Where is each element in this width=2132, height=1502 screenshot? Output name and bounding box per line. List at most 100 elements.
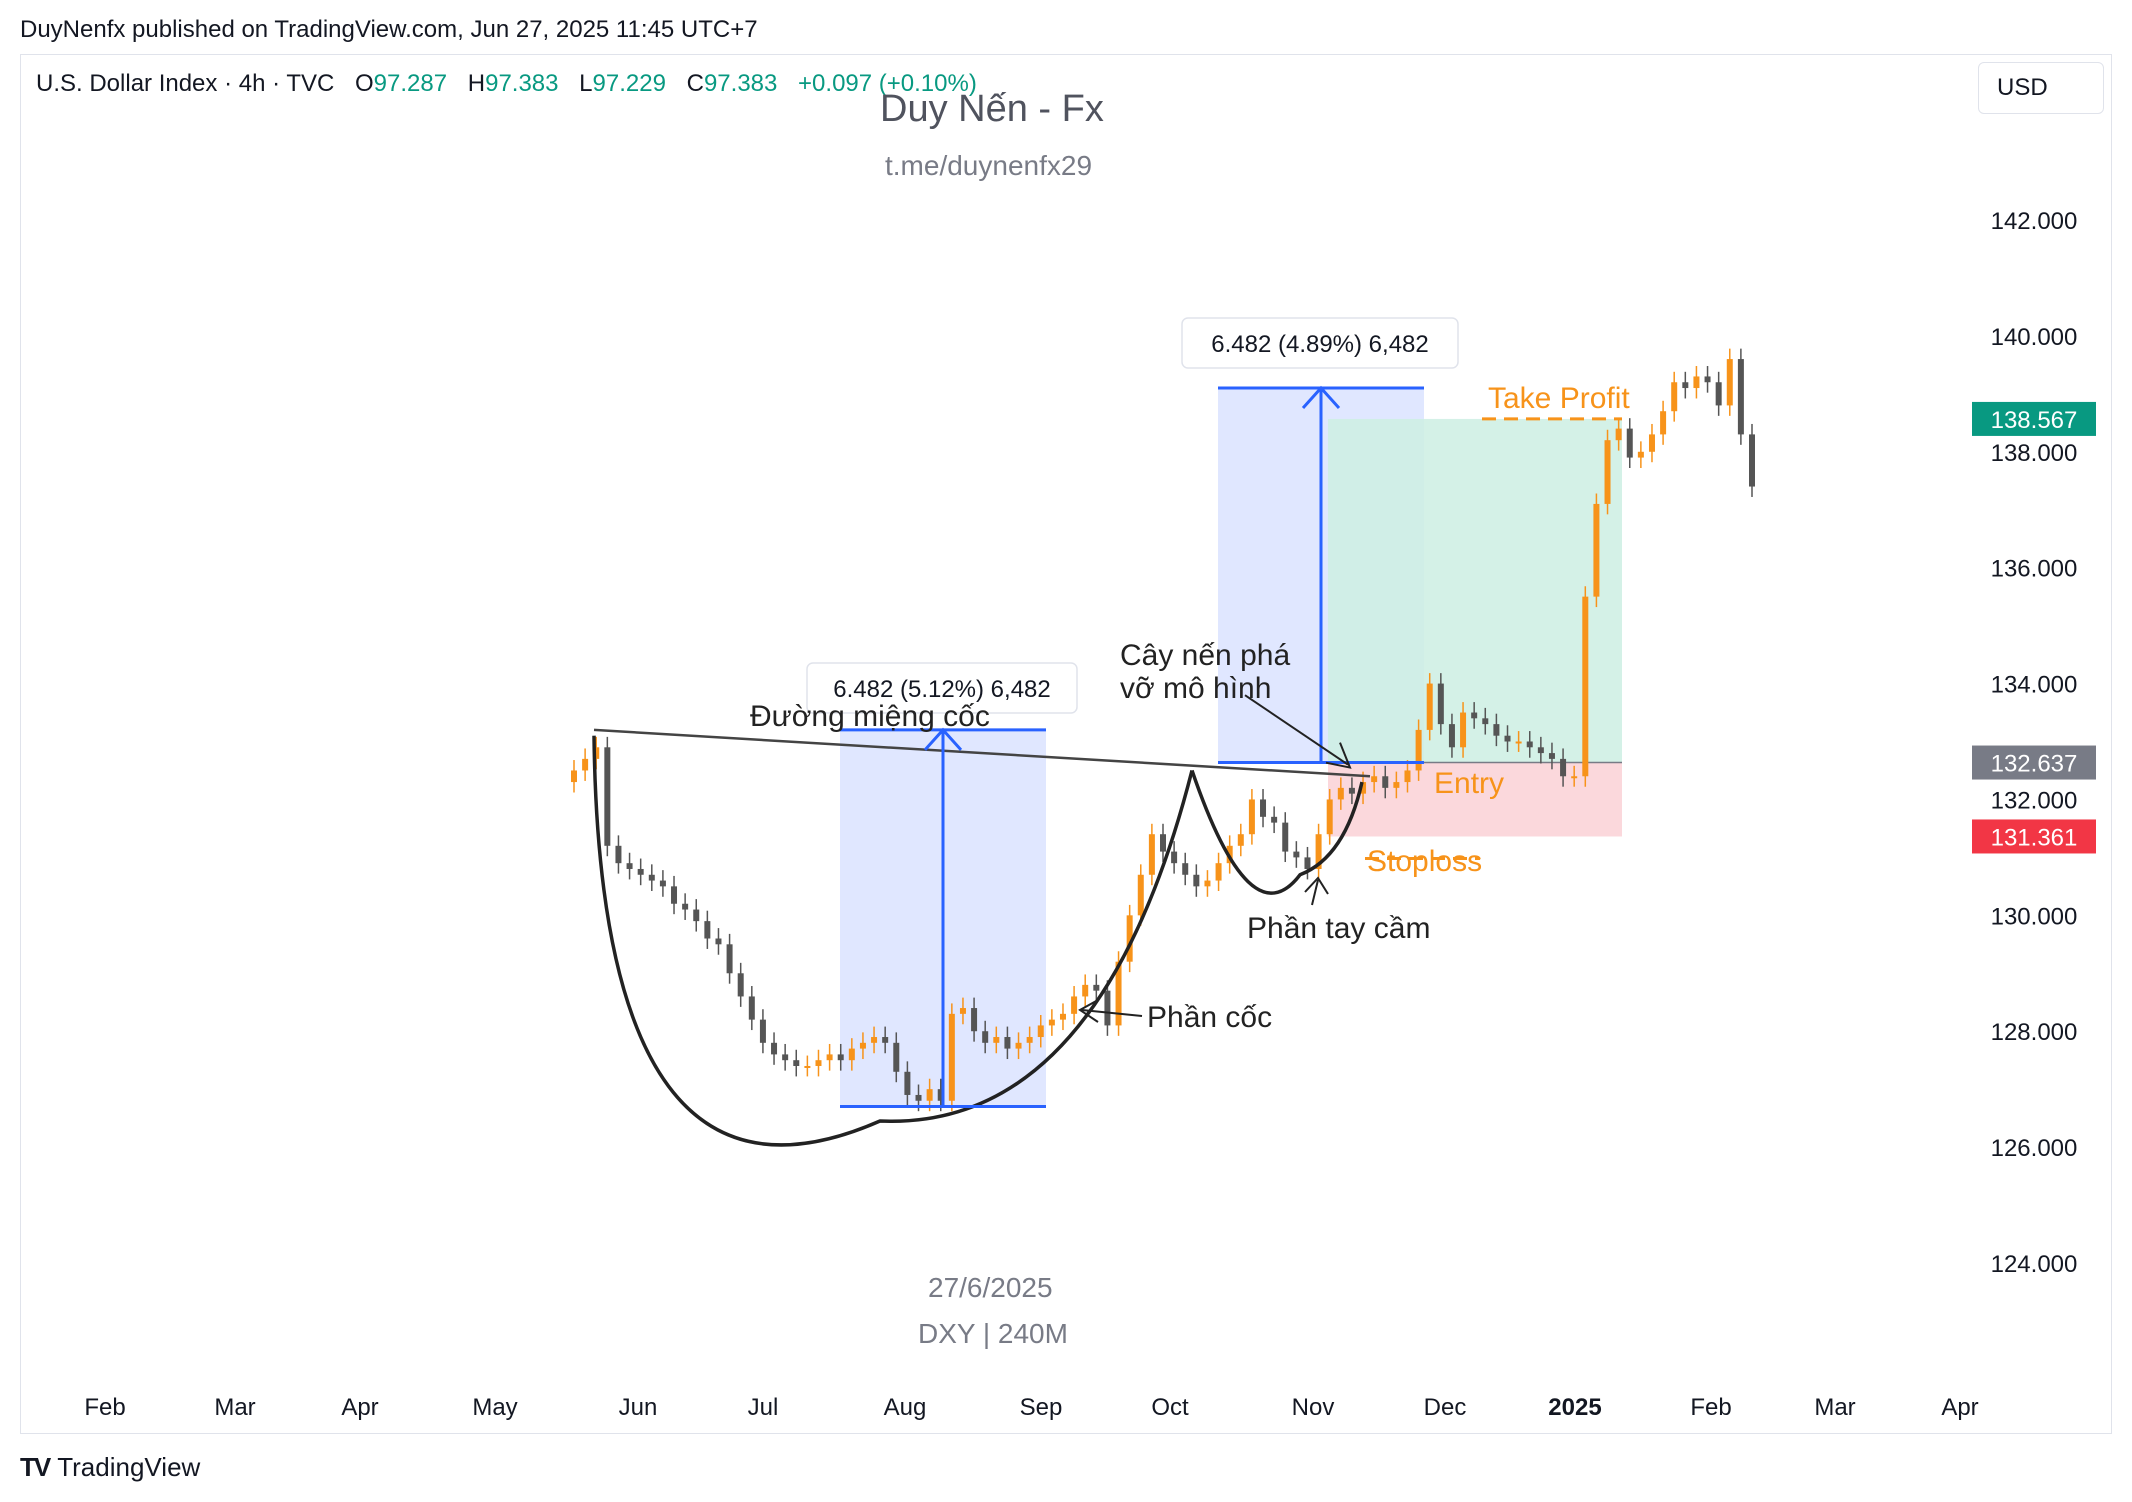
measure-label-target-box (1181, 317, 1459, 369)
open-value: 97.287 (373, 70, 448, 97)
candle-body (859, 1042, 866, 1049)
chart-frame (20, 54, 2112, 1434)
candle-body (1304, 857, 1311, 869)
candle-body (1293, 851, 1300, 858)
cup-arrow (1081, 1009, 1143, 1017)
candle-body (726, 944, 733, 974)
candle-body (626, 863, 633, 869)
entry-annotation: Entry (1434, 767, 1504, 800)
x-tick-label: Mar (214, 1394, 255, 1421)
candle-body (704, 921, 711, 939)
y-tick-label: 126.000 (1991, 1135, 2078, 1162)
candle-body (1493, 724, 1500, 736)
cup-annotation: Phần cốc (1147, 1001, 1272, 1034)
candle-body (1148, 834, 1155, 875)
watermark-date: 27/6/2025 (928, 1272, 1053, 1303)
candle-body (659, 880, 666, 887)
entry-price-tag-bg (1972, 745, 2096, 780)
candle-body (1515, 741, 1522, 744)
candle-body (993, 1037, 1000, 1043)
candle-body (1171, 851, 1178, 864)
candle-body (815, 1060, 822, 1066)
publisher-line: DuyNenfx published on TradingView.com, J… (20, 16, 758, 43)
candle-body (1715, 382, 1722, 406)
watermark-symbol: DXY | 240M (918, 1318, 1068, 1349)
stoploss-price-tag: 131.361 (1991, 824, 2078, 851)
x-tick-label: Mar (1814, 1394, 1855, 1421)
candle-body (1726, 359, 1733, 406)
candle-body (837, 1054, 844, 1061)
candle-body (893, 1042, 900, 1072)
candle-body (882, 1037, 889, 1043)
candle-body (1548, 753, 1555, 759)
tradingview-logo[interactable]: TV TradingView (20, 1452, 200, 1483)
candle-body (1015, 1042, 1022, 1049)
candle-body (1482, 718, 1489, 725)
x-tick-label: Oct (1151, 1394, 1189, 1421)
candle-body (737, 973, 744, 997)
candle-body (1637, 451, 1644, 458)
candle-body (693, 909, 700, 922)
breakout-annotation-line2: vỡ mô hình (1120, 672, 1271, 705)
measure-label-target: 6.482 (4.89%) 6,482 (1211, 331, 1429, 358)
candle-body (1026, 1037, 1033, 1043)
symbol-name: U.S. Dollar Index · 4h · TVC (36, 70, 335, 97)
candle-body (1193, 874, 1200, 887)
candle-body (1137, 874, 1144, 916)
candle-body (759, 1019, 766, 1043)
take-profit-annotation: Take Profit (1488, 382, 1630, 415)
measure-label-cup-box (806, 662, 1078, 714)
candle-body (1260, 799, 1267, 817)
candle-body (1337, 787, 1344, 800)
candle-body (915, 1094, 922, 1101)
cup-curve (592, 735, 1194, 1147)
candle-body (1682, 382, 1689, 389)
candle-body (1393, 782, 1400, 788)
candle-body (571, 770, 577, 783)
candle-body (1537, 747, 1544, 754)
candle-body (671, 886, 678, 904)
y-tick-label: 136.000 (1991, 556, 2078, 583)
candle-body (1526, 741, 1533, 748)
candle-body (1437, 683, 1444, 725)
symbol-legend[interactable]: U.S. Dollar Index · 4h · TVC O97.287 H97… (36, 70, 977, 98)
candle-body (1704, 376, 1711, 383)
candle-body (1237, 834, 1244, 846)
candle-body (1593, 503, 1600, 597)
candle-body (1582, 596, 1589, 777)
y-tick-label: 130.000 (1991, 903, 2078, 930)
x-tick-label: Nov (1292, 1394, 1335, 1421)
high-label: H (467, 70, 486, 97)
candle-body (1037, 1025, 1044, 1038)
watermark-title: Duy Nến - Fx (880, 88, 1104, 130)
candle-body (1460, 712, 1467, 748)
candle-body (871, 1037, 878, 1043)
candle-body (782, 1054, 789, 1061)
candle-body (771, 1042, 778, 1055)
x-tick-label: May (472, 1394, 517, 1421)
stoploss-price-tag-bg (1972, 819, 2096, 854)
candle-body (1749, 434, 1755, 487)
candle-body (804, 1065, 811, 1068)
candle-body (1737, 359, 1744, 435)
breakout-arrowhead (1325, 742, 1352, 769)
close-value: 97.383 (703, 70, 778, 97)
y-tick-label: 124.000 (1991, 1251, 2078, 1278)
candle-body (1348, 787, 1355, 794)
candle-body (1004, 1037, 1011, 1049)
candle-body (937, 1089, 944, 1101)
candle-body (715, 938, 722, 945)
currency-button[interactable]: USD (1978, 62, 2104, 114)
candle-body (1604, 440, 1611, 504)
candle-body (1182, 863, 1189, 875)
candle-body (615, 845, 622, 864)
candle-body (648, 874, 655, 881)
candle-body (1371, 776, 1378, 783)
y-tick-label: 128.000 (1991, 1019, 2078, 1046)
candle-body (1382, 776, 1389, 788)
low-label: L (579, 70, 593, 97)
candle-body (959, 1008, 966, 1014)
candle-body (1360, 782, 1367, 794)
candle-body (1504, 735, 1511, 742)
